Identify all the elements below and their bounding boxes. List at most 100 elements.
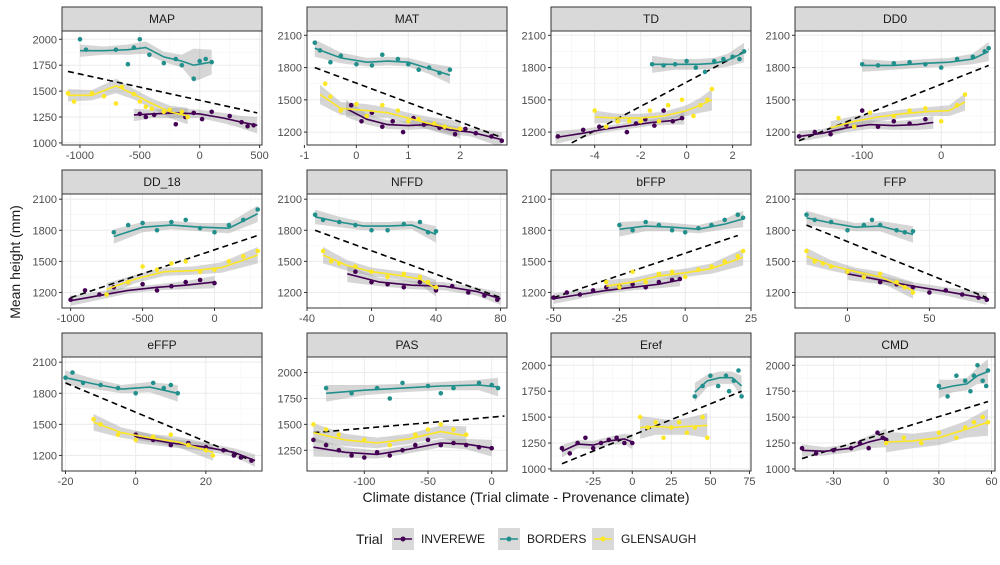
data-point-glensaugh: [615, 119, 620, 124]
data-point-glensaugh: [971, 420, 977, 425]
data-point-glensaugh: [311, 422, 316, 427]
data-point-inverewe: [191, 110, 196, 116]
data-point-glensaugh: [936, 430, 942, 436]
x-tick-label: 60: [985, 476, 997, 488]
panel-border: [794, 193, 996, 309]
data-point-inverewe: [82, 288, 88, 293]
data-point-inverewe: [231, 453, 237, 458]
y-tick-label: 1500: [522, 95, 546, 107]
data-point-glensaugh: [919, 440, 924, 446]
panel-border: [306, 193, 508, 309]
panel-grid: [551, 31, 751, 145]
data-point-glensaugh: [923, 106, 928, 111]
panel-data: [559, 368, 744, 465]
data-point-inverewe: [311, 437, 316, 443]
data-point-inverewe: [923, 116, 928, 122]
y-tick-label: 1750: [522, 386, 546, 398]
y-tick-label: 1200: [278, 287, 302, 299]
y-tick-label: 1800: [522, 63, 546, 75]
x-tick-label: 2: [457, 150, 463, 162]
data-point-glensaugh: [883, 440, 889, 446]
data-point-borders: [875, 63, 881, 68]
x-tick-label: -25: [611, 313, 627, 325]
ribbon-glensaugh: [606, 248, 744, 293]
data-point-glensaugh: [241, 253, 246, 259]
smooth-line-borders: [652, 51, 745, 66]
x-tick-label: -100: [851, 150, 873, 162]
data-point-borders: [630, 228, 635, 233]
data-point-borders: [147, 52, 152, 58]
data-point-glensaugh: [891, 113, 897, 119]
data-point-inverewe: [251, 123, 256, 128]
data-point-inverewe: [417, 279, 423, 285]
panel-border: [794, 30, 996, 146]
data-point-glensaugh: [682, 274, 688, 280]
data-point-inverewe: [866, 445, 871, 451]
x-tick-label: 0: [211, 313, 217, 325]
data-point-borders: [741, 49, 747, 54]
data-point-glensaugh: [385, 274, 390, 280]
data-point-borders: [337, 219, 342, 225]
data-point-glensaugh: [320, 248, 326, 254]
data-point-glensaugh: [197, 269, 203, 275]
x-tick-label: -1000: [57, 313, 85, 325]
data-point-borders: [938, 65, 944, 70]
data-point-glensaugh: [820, 261, 826, 266]
data-point-glensaugh: [168, 432, 174, 438]
data-point-inverewe: [449, 283, 455, 289]
ribbon-inverewe: [133, 107, 258, 134]
data-point-borders: [726, 388, 732, 394]
data-point-borders: [739, 394, 744, 399]
data-point-inverewe: [348, 102, 354, 108]
x-tick-label: -20: [58, 476, 74, 488]
data-point-glensaugh: [413, 432, 418, 438]
data-point-borders: [692, 394, 698, 399]
data-point-inverewe: [452, 131, 458, 137]
panel-grid: [303, 31, 507, 145]
data-point-inverewe: [943, 288, 949, 293]
panel-td: TD -4 -2 0 2 1200 1500 1800 2100: [522, 6, 752, 162]
data-point-glensaugh: [425, 279, 431, 285]
panel-background: [307, 194, 507, 308]
x-tick-label: 0: [684, 150, 690, 162]
data-point-glensaugh: [369, 269, 374, 275]
data-point-glensaugh: [962, 92, 968, 97]
data-point-inverewe: [387, 453, 393, 458]
smooth-line-inverewe: [798, 121, 934, 138]
y-tick-label: 2100: [766, 30, 790, 42]
data-point-borders: [317, 48, 323, 53]
data-point-inverewe: [385, 281, 390, 287]
data-point-inverewe: [614, 435, 619, 441]
data-point-borders: [693, 65, 699, 70]
legend-items: INVEREWE BORDERS GLENSAUGH: [392, 528, 696, 550]
x-tick-label: 0: [682, 313, 688, 325]
data-point-inverewe: [880, 435, 885, 441]
x-tick-label: -100: [353, 476, 375, 488]
data-point-inverewe: [567, 451, 573, 456]
data-point-borders: [320, 217, 326, 223]
y-tick-label: 1750: [766, 386, 790, 398]
data-point-glensaugh: [696, 267, 701, 273]
data-point-glensaugh: [179, 109, 185, 115]
panel-data: [68, 205, 260, 306]
panel-title: NFFD: [391, 175, 423, 189]
x-tick-label: 25: [665, 476, 677, 488]
data-point-glensaugh: [836, 115, 841, 121]
data-point-glensaugh: [451, 427, 456, 432]
data-point-inverewe: [799, 445, 805, 451]
data-point-borders: [985, 368, 991, 373]
data-point-borders: [945, 394, 950, 399]
data-point-borders: [643, 219, 648, 225]
data-point-inverewe: [374, 450, 380, 455]
ribbon-inverewe: [802, 428, 887, 457]
data-point-borders: [209, 59, 214, 65]
data-point-inverewe: [959, 292, 965, 297]
data-point-glensaugh: [638, 119, 643, 124]
data-point-inverewe: [323, 442, 329, 448]
data-point-glensaugh: [432, 121, 437, 126]
x-tick-label: -4: [590, 150, 600, 162]
data-point-inverewe: [209, 109, 214, 115]
data-point-glensaugh: [700, 414, 705, 420]
data-point-glensaugh: [337, 261, 342, 266]
